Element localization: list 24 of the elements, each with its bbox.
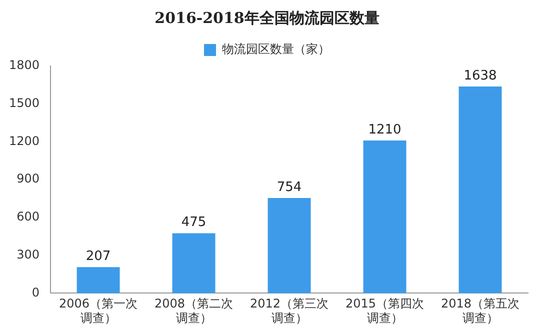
bar [268,198,311,294]
bar [363,140,406,294]
data-label: 475 [181,215,206,230]
data-label: 1638 [464,68,497,84]
y-tick-label: 1200 [8,134,40,148]
chart-title: 2016-2018年全国物流园区数量 [154,8,380,27]
x-tick-label: 2008（第二次调查） [154,296,234,325]
y-tick-label: 900 [16,172,40,186]
x-tick-label: 2018（第五次调查） [440,296,520,325]
y-tick-label: 0 [32,285,40,300]
x-tick-label: 2006（第一次调查） [59,296,138,325]
y-tick-label: 1800 [8,58,40,72]
x-tick-label: 2015（第四次调查） [345,296,424,325]
bar [76,267,120,294]
data-label: 207 [86,248,111,264]
y-tick-label: 600 [16,210,40,224]
legend-label: 物流园区数量（家） [222,42,330,56]
x-tick-label: 2012（第三次调查） [250,296,329,325]
y-tick-label: 1500 [8,96,40,110]
y-tick-label: 300 [16,247,40,262]
data-label: 754 [276,180,302,195]
bar [458,86,502,294]
bar [172,233,216,294]
data-label: 1210 [368,122,402,138]
